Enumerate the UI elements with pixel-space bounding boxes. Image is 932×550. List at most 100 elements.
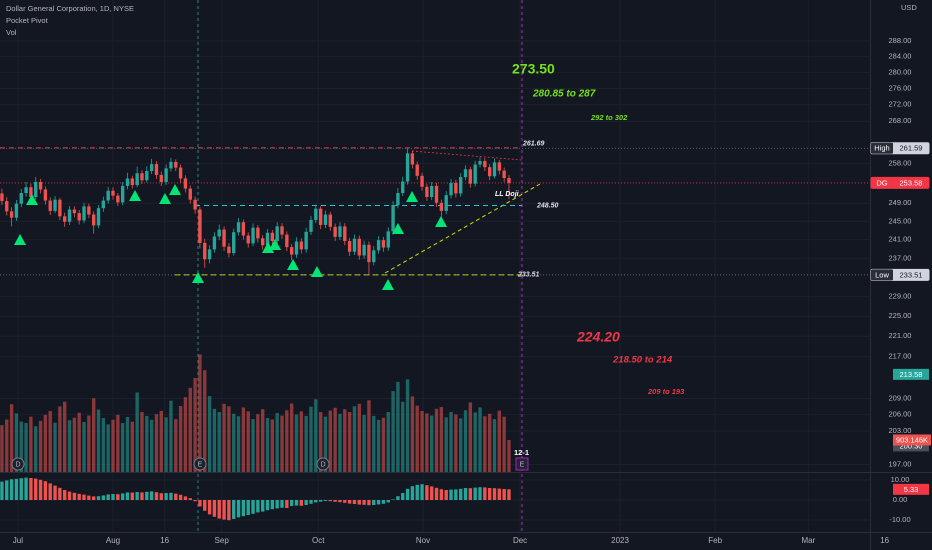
volume-bar — [376, 419, 381, 472]
candle-body — [391, 205, 395, 232]
candle-body — [454, 182, 458, 194]
volume-bar — [454, 414, 458, 472]
pocket-pivot-marker — [269, 239, 281, 250]
volume-bar — [396, 381, 400, 472]
price-badge-value: 253.58 — [900, 178, 923, 187]
candle-body — [159, 174, 163, 182]
candle-body — [149, 164, 154, 172]
osc-bar — [120, 493, 125, 500]
osc-bar — [502, 489, 506, 500]
candle-body — [72, 209, 77, 214]
candle-body — [430, 185, 434, 198]
volume-bar — [280, 415, 284, 472]
osc-bar — [497, 488, 502, 500]
volume-bar — [246, 411, 250, 472]
osc-bar — [34, 478, 38, 500]
candle-body — [154, 164, 159, 175]
volume-bar — [72, 417, 77, 472]
annotation: 12-1 — [514, 448, 529, 457]
candle-body — [362, 244, 366, 256]
osc-bar — [261, 500, 265, 512]
candle-body — [473, 164, 477, 184]
osc-bar — [483, 487, 487, 500]
candle-body — [135, 173, 139, 186]
osc-bar — [396, 496, 400, 500]
volume-bar — [420, 410, 424, 472]
osc-bar — [444, 490, 448, 500]
osc-bar — [48, 483, 52, 500]
volume-bar — [203, 370, 207, 472]
osc-bar — [289, 500, 294, 506]
osc-bar — [77, 493, 81, 500]
y-tick-label: 268.00 — [889, 116, 912, 125]
currency-label: USD — [901, 3, 917, 12]
candle-body — [463, 169, 468, 178]
osc-bar — [265, 500, 270, 511]
volume-bar — [174, 419, 178, 472]
candle-body — [116, 195, 120, 203]
volume-bar — [48, 410, 52, 472]
osc-bar — [178, 494, 183, 500]
volume-bar — [507, 439, 511, 472]
candle-body — [367, 244, 371, 263]
osc-bar — [299, 500, 304, 506]
trend-line — [384, 183, 541, 274]
osc-bar — [473, 487, 477, 500]
candle-body — [91, 214, 96, 226]
pocket-pivot-marker — [192, 272, 204, 283]
pocket-pivot-marker — [311, 266, 323, 277]
price-badge — [893, 440, 929, 452]
y-tick-label: 209.00 — [889, 393, 912, 402]
osc-bar — [323, 500, 328, 501]
candle-body — [425, 186, 429, 198]
candle-body — [285, 234, 289, 248]
osc-bar — [29, 478, 33, 500]
osc-bar — [381, 500, 386, 504]
osc-bar — [236, 500, 241, 518]
volume-bar — [236, 416, 241, 472]
candle-body — [87, 206, 91, 215]
candle-body — [38, 181, 43, 190]
candle-body — [458, 177, 463, 194]
candle-body — [507, 178, 511, 183]
volume-bar — [478, 407, 482, 472]
level-label: 248.50 — [536, 202, 559, 209]
volume-bar — [87, 415, 91, 472]
osc-bar — [251, 500, 255, 514]
volume-bar — [401, 401, 405, 472]
price-badge-value: 233.51 — [900, 270, 923, 279]
osc-bar — [217, 500, 221, 519]
volume-badge — [893, 434, 931, 446]
volume-bar — [299, 411, 304, 472]
osc-bar — [468, 488, 473, 500]
osc-bar — [212, 500, 217, 517]
osc-bar — [169, 492, 173, 500]
candle-body — [487, 167, 492, 177]
volume-bar — [116, 414, 120, 472]
osc-bar — [203, 500, 207, 511]
volume-bar — [212, 408, 217, 472]
volume-bar — [444, 417, 448, 472]
candle-body — [169, 161, 173, 169]
osc-bar — [352, 500, 357, 504]
event-label: D — [320, 461, 325, 468]
osc-bar — [135, 492, 139, 500]
osc-bar — [256, 500, 260, 513]
candle-body — [96, 208, 101, 226]
osc-bar — [294, 500, 299, 506]
candle-body — [318, 208, 323, 225]
candle-body — [410, 153, 415, 165]
price-badge-value: 200.30 — [900, 441, 923, 450]
pocket-pivot-marker — [262, 242, 274, 253]
candle-body — [304, 231, 308, 250]
osc-bar — [164, 493, 168, 500]
price-badge — [893, 368, 929, 380]
y-tick-label: 245.00 — [889, 216, 912, 225]
x-tick-label: 2023 — [611, 536, 629, 545]
annotation: 273.50 — [512, 61, 555, 77]
y-tick-label: 221.00 — [889, 331, 912, 340]
x-tick-label: 16 — [160, 536, 169, 545]
y-tick-label: 284.00 — [889, 52, 912, 61]
